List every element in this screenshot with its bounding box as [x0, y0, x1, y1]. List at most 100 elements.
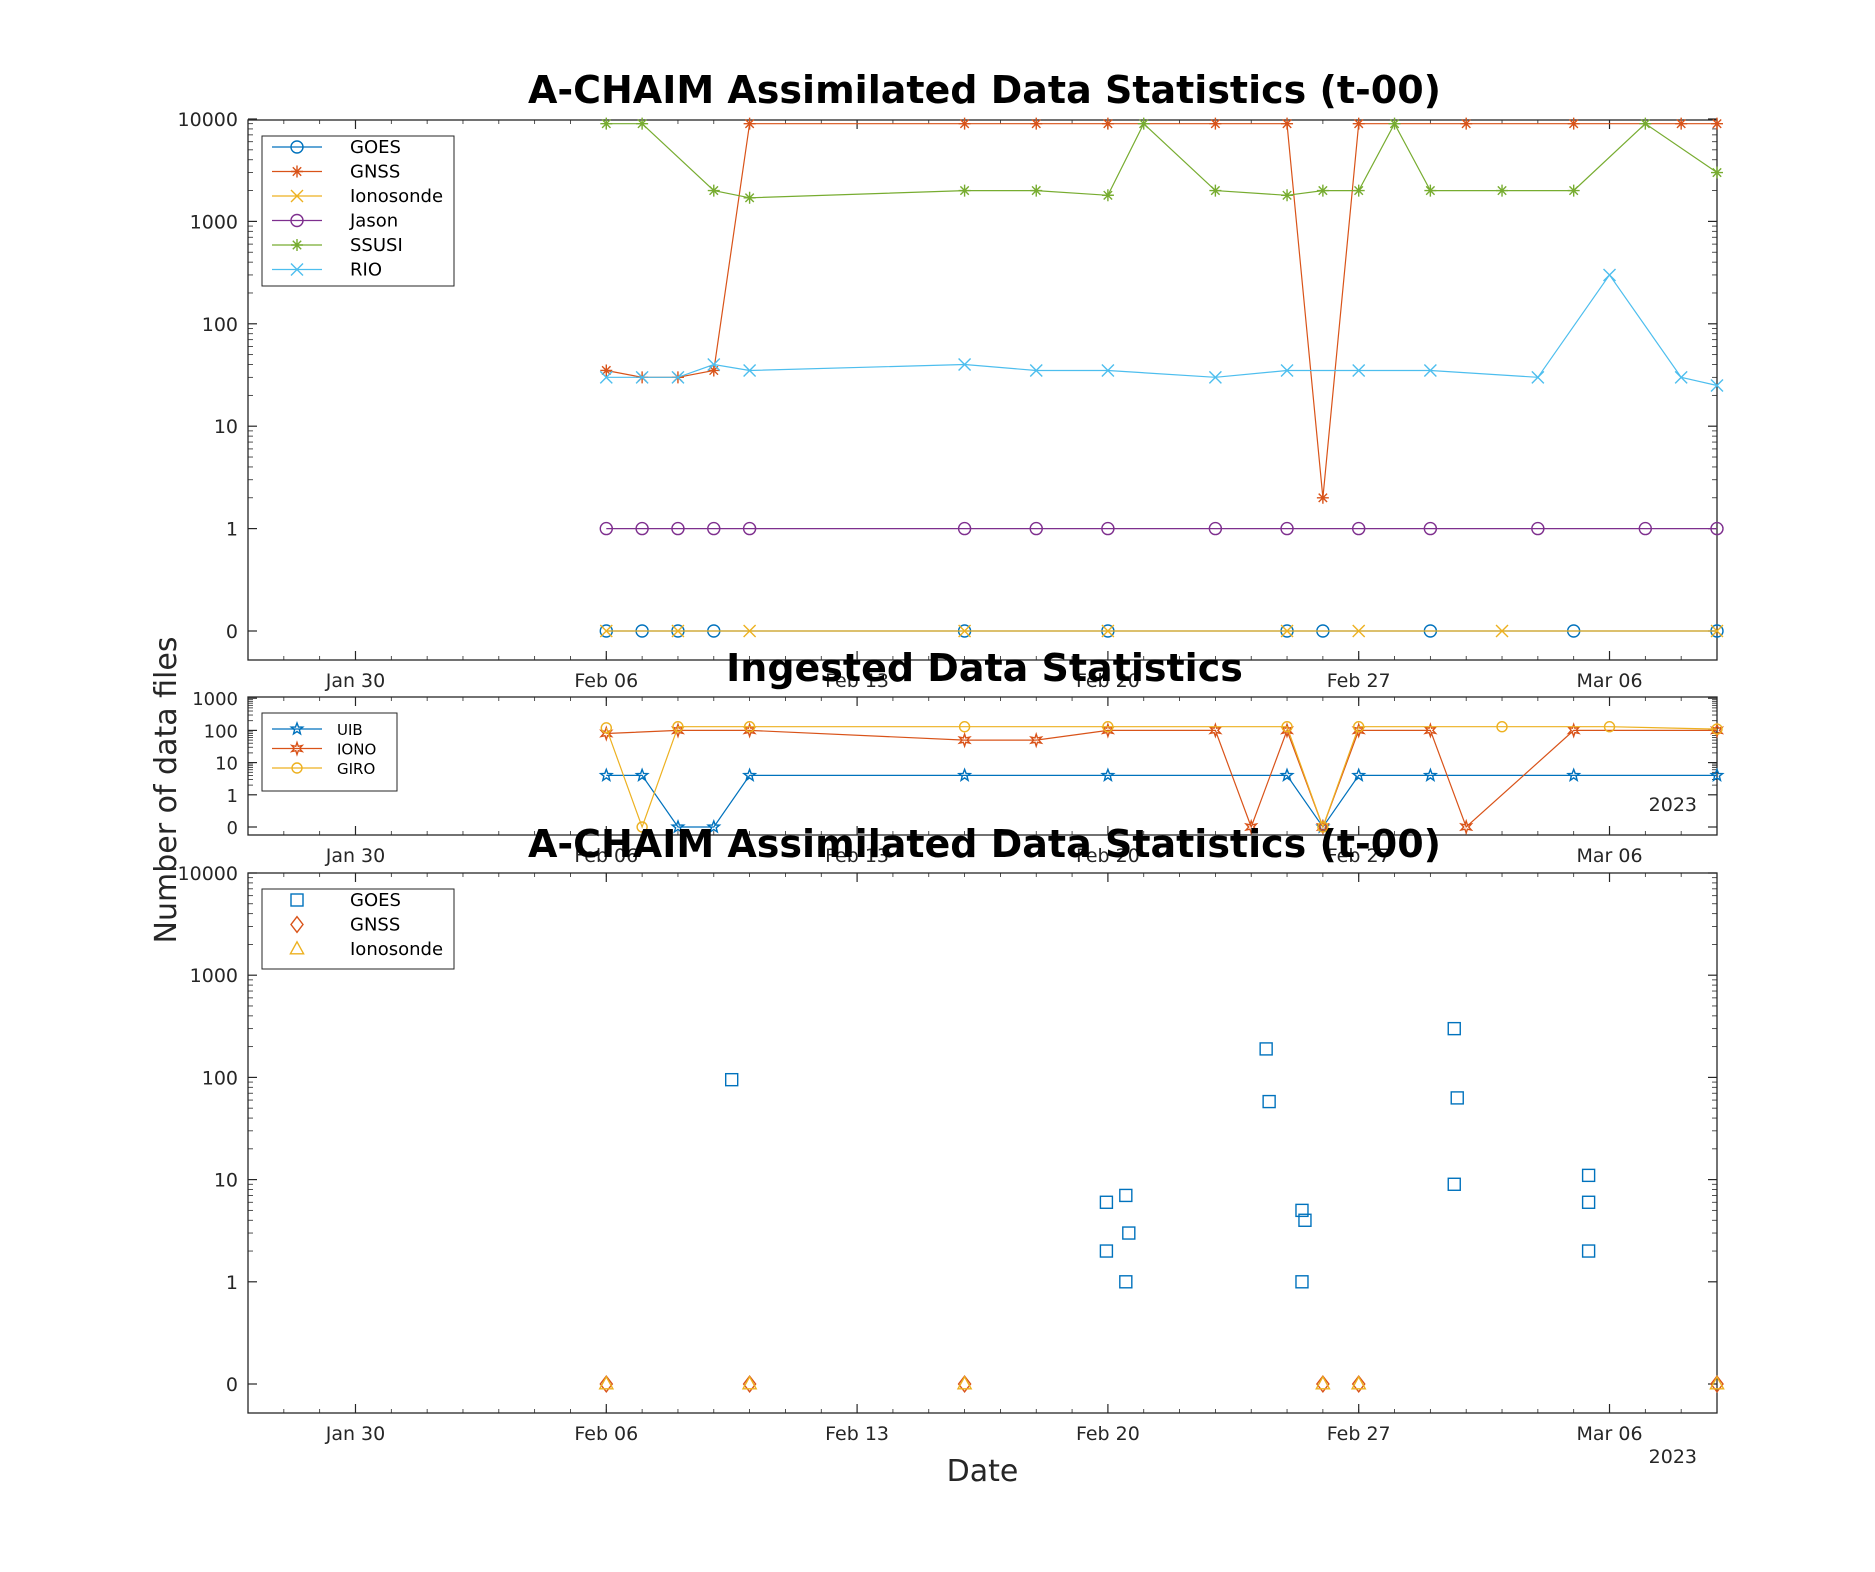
data-point-uib [956, 767, 973, 782]
data-point-uib [1566, 767, 1582, 782]
data-point-rio [1101, 363, 1115, 377]
data-point-rio [671, 370, 685, 384]
legend: GOES GNSS Ionosonde Jason SSUSI RIO [261, 135, 455, 287]
data-point-ssusi [1639, 117, 1652, 130]
series-ssusi [600, 117, 1723, 204]
legend-label: RIO [350, 260, 382, 281]
series-line-giro [605, 726, 1718, 829]
data-point-ssusi [1101, 189, 1114, 202]
y-tick-label: 10000 [178, 863, 238, 885]
data-point-giro [1496, 721, 1508, 733]
data-point-goes [1122, 1226, 1136, 1240]
legend-marker-goes [290, 893, 304, 907]
x-tick-label: Feb 27 [1327, 670, 1391, 692]
x-tick-label: Feb 13 [825, 845, 889, 867]
data-point-gnss [599, 1375, 614, 1393]
series-jason [599, 521, 1724, 536]
y-tick-label: 10 [214, 416, 238, 438]
data-point-ssusi [600, 117, 613, 130]
shared-y-axis-label: Number of data files [149, 637, 184, 944]
x-tick-label: Mar 06 [1576, 1423, 1642, 1445]
legend-marker-rio [290, 263, 304, 276]
x-tick-label: Feb 20 [1076, 845, 1140, 867]
data-point-gnss [1209, 117, 1222, 130]
legend-marker-gnss [291, 165, 303, 178]
legend-label: GNSS [350, 162, 400, 183]
data-point-rio [1710, 378, 1724, 392]
data-point-ssusi [707, 184, 720, 197]
legend-marker-giro [291, 762, 303, 774]
data-point-rio [1531, 370, 1545, 384]
data-point-goes [1295, 1275, 1309, 1289]
data-point-uib [741, 767, 758, 782]
y-tick-label: 1 [226, 1272, 238, 1294]
data-point-jason [957, 521, 972, 536]
data-point-iono [1244, 818, 1259, 836]
data-point-rio [599, 370, 613, 384]
data-point-iono [599, 725, 614, 742]
data-point-ionosonde [599, 624, 613, 638]
series-line-iono [606, 728, 1717, 829]
data-point-ionosonde [1710, 624, 1724, 638]
y-tick-label: 10000 [178, 109, 238, 131]
data-point-ssusi [1711, 166, 1723, 179]
series-ionosonde [598, 1375, 1725, 1390]
data-point-iono [957, 731, 972, 749]
year-label: 2023 [1649, 1446, 1697, 1468]
data-point-jason [742, 521, 757, 536]
data-point-jason [635, 521, 649, 536]
y-tick-label: 0 [227, 818, 238, 839]
x-tick-label: Feb 20 [1076, 1423, 1140, 1445]
data-point-ssusi [1137, 117, 1150, 130]
data-point-gnss [1710, 1375, 1724, 1393]
data-point-jason [1208, 521, 1223, 536]
y-tick-label: 0 [226, 621, 238, 643]
data-point-ssusi [1316, 184, 1329, 197]
x-tick-label: Feb 20 [1076, 670, 1140, 692]
series-rio [599, 268, 1724, 392]
data-point-jason [671, 521, 685, 536]
data-point-goes [1119, 1188, 1133, 1203]
data-point-uib [1100, 767, 1116, 782]
data-point-ssusi [1209, 184, 1222, 197]
data-point-ssusi [743, 191, 756, 204]
y-tick-label: 10 [215, 754, 238, 775]
legend-label: GIRO [337, 760, 375, 778]
y-tick-label: 1 [226, 519, 238, 541]
y-tick-label: 1 [227, 786, 238, 807]
x-tick-label: Jan 30 [325, 1423, 386, 1445]
data-point-gnss [1675, 117, 1688, 130]
data-point-ionosonde [741, 1375, 758, 1390]
data-point-jason [1352, 521, 1366, 536]
legend-marker-ionosonde [289, 940, 305, 955]
x-tick-label: Feb 13 [825, 1423, 889, 1445]
data-point-jason [1638, 521, 1653, 536]
y-tick-label: 100 [202, 314, 238, 336]
x-tick-label: Jan 30 [325, 670, 386, 692]
data-point-goes [1447, 1177, 1461, 1191]
data-point-rio [1352, 363, 1366, 377]
data-point-goes [1099, 1195, 1114, 1209]
data-point-ionosonde [958, 624, 972, 638]
data-point-uib [634, 767, 650, 782]
data-point-giro [1281, 721, 1293, 733]
data-point-jason [707, 521, 721, 536]
x-tick-label: Jan 30 [325, 845, 386, 867]
chart-title: Ingested Data Statistics [726, 646, 1243, 690]
data-point-gnss [1351, 1375, 1366, 1393]
data-point-ssusi [636, 117, 649, 130]
legend: GOES GNSS Ionosonde [261, 888, 455, 970]
data-point-giro [1353, 721, 1365, 733]
data-point-jason [1029, 521, 1043, 536]
data-point-giro [636, 821, 648, 833]
legend-box [261, 712, 398, 792]
data-point-ionosonde [1495, 624, 1509, 638]
data-point-ionosonde [1101, 624, 1115, 638]
series-giro [600, 721, 1723, 833]
legend-marker-goes [290, 140, 304, 154]
legend-label: GOES [350, 137, 401, 158]
data-point-uib [1279, 767, 1295, 782]
data-point-ssusi [1567, 184, 1580, 197]
data-point-gnss [1101, 117, 1114, 130]
